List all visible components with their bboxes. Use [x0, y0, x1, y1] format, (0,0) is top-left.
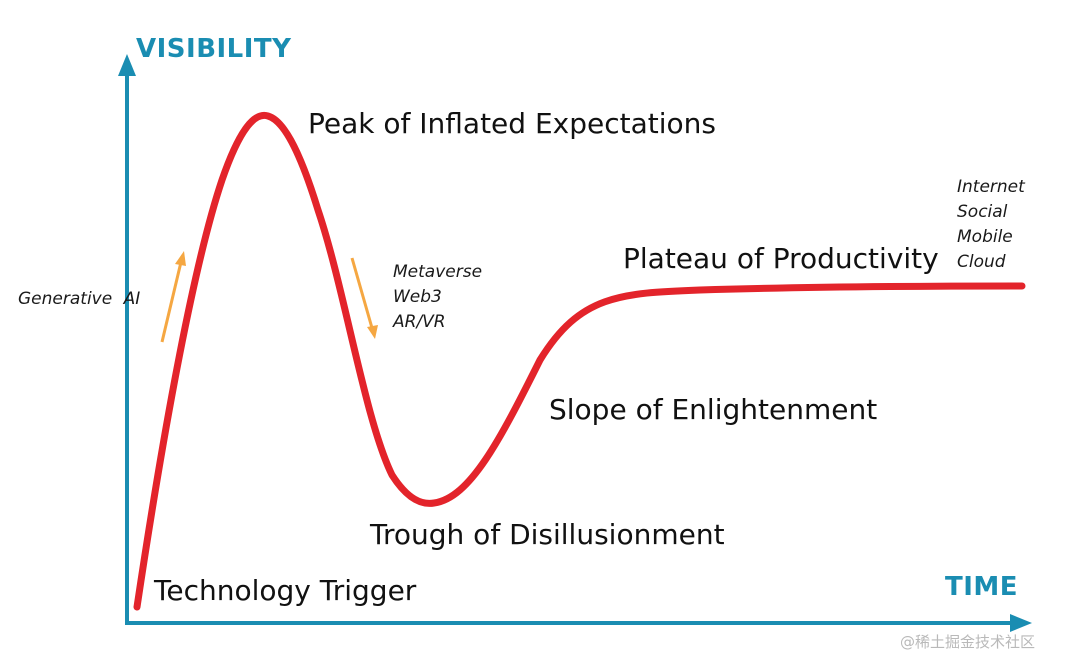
tech-list-falling: Metaverse Web3 AR/VR [393, 260, 482, 335]
label-peak-of-inflated-expectations: Peak of Inflated Expectations [308, 107, 716, 140]
tech-falling-item: Web3 [393, 287, 442, 307]
tech-plateau-item: Internet [957, 177, 1025, 197]
tech-plateau-item: Mobile [957, 227, 1013, 247]
tech-rising-item: AI [123, 289, 141, 309]
tech-list-plateau: Internet Social Mobile Cloud [957, 175, 1025, 275]
arrow-up-icon [160, 251, 186, 343]
label-trough-of-disillusionment: Trough of Disillusionment [370, 518, 725, 551]
x-axis-arrowhead-icon [1010, 614, 1032, 632]
label-plateau-of-productivity: Plateau of Productivity [623, 242, 939, 275]
tech-plateau-item: Social [957, 202, 1008, 222]
tech-falling-item: AR/VR [393, 312, 446, 332]
tech-generative-ai: Generative AI [18, 287, 140, 312]
axes [125, 70, 1018, 625]
x-axis-title: TIME [945, 572, 1019, 602]
hype-curve [133, 111, 1026, 611]
label-slope-of-enlightenment: Slope of Enlightenment [549, 393, 878, 426]
y-axis-title: VISIBILITY [136, 34, 292, 64]
tech-plateau-item: Cloud [957, 252, 1006, 272]
tech-falling-item: Metaverse [393, 262, 483, 282]
y-axis-arrowhead-icon [118, 54, 136, 76]
label-technology-trigger: Technology Trigger [154, 574, 417, 607]
watermark: @稀土掘金技术社区 [900, 633, 1036, 651]
tech-rising-item: Generative [18, 289, 113, 309]
arrow-down-icon [350, 257, 378, 339]
